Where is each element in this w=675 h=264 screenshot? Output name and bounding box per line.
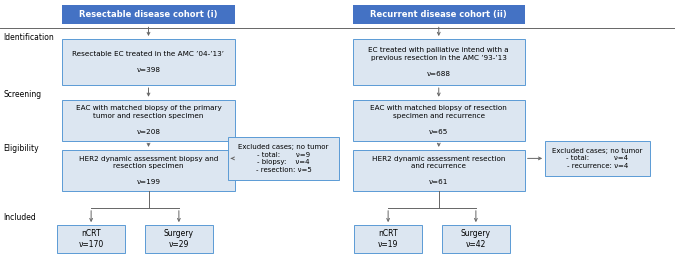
FancyBboxPatch shape — [352, 39, 525, 85]
Text: Recurrent disease cohort (ii): Recurrent disease cohort (ii) — [371, 10, 507, 19]
FancyBboxPatch shape — [145, 225, 213, 253]
Text: Surgery
ν=29: Surgery ν=29 — [164, 229, 194, 249]
Text: Surgery
ν=42: Surgery ν=42 — [461, 229, 491, 249]
Text: nCRT
ν=170: nCRT ν=170 — [78, 229, 104, 249]
Text: EC treated with palliative intend with a
previous resection in the AMC ’93-’13

: EC treated with palliative intend with a… — [369, 48, 509, 77]
Text: Resectable EC treated in the AMC ’04-’13’

ν=398: Resectable EC treated in the AMC ’04-’13… — [72, 51, 225, 73]
Text: Resectable disease cohort (i): Resectable disease cohort (i) — [79, 10, 218, 19]
FancyBboxPatch shape — [62, 4, 235, 25]
Text: Eligibility: Eligibility — [3, 144, 39, 153]
FancyBboxPatch shape — [62, 150, 235, 191]
Text: EAC with matched biopsy of the primary
tumor and resection specimen

ν=208: EAC with matched biopsy of the primary t… — [76, 106, 221, 135]
FancyBboxPatch shape — [352, 100, 525, 140]
FancyBboxPatch shape — [354, 225, 422, 253]
FancyBboxPatch shape — [352, 150, 525, 191]
Text: Excluded cases; no tumor
- total:       ν=9
- biopsy:    ν=4
- resection: ν=5: Excluded cases; no tumor - total: ν=9 - … — [238, 144, 329, 173]
FancyBboxPatch shape — [442, 225, 510, 253]
Text: Screening: Screening — [3, 90, 41, 99]
Text: Included: Included — [3, 213, 36, 221]
FancyBboxPatch shape — [62, 39, 235, 85]
Text: Identification: Identification — [3, 33, 54, 42]
FancyBboxPatch shape — [227, 137, 339, 180]
Text: HER2 dynamic assessment resection
and recurrence

ν=61: HER2 dynamic assessment resection and re… — [372, 156, 506, 185]
Text: HER2 dynamic assessment biopsy and
resection specimen

ν=199: HER2 dynamic assessment biopsy and resec… — [79, 156, 218, 185]
Text: Excluded cases; no tumor
- total:           ν=4
- recurrence: ν=4: Excluded cases; no tumor - total: ν=4 - … — [552, 148, 643, 169]
FancyBboxPatch shape — [57, 225, 125, 253]
FancyBboxPatch shape — [62, 100, 235, 140]
Text: nCRT
ν=19: nCRT ν=19 — [378, 229, 398, 249]
FancyBboxPatch shape — [545, 140, 649, 176]
FancyBboxPatch shape — [352, 4, 525, 25]
Text: EAC with matched biopsy of resection
specimen and recurrence

ν=65: EAC with matched biopsy of resection spe… — [371, 106, 507, 135]
